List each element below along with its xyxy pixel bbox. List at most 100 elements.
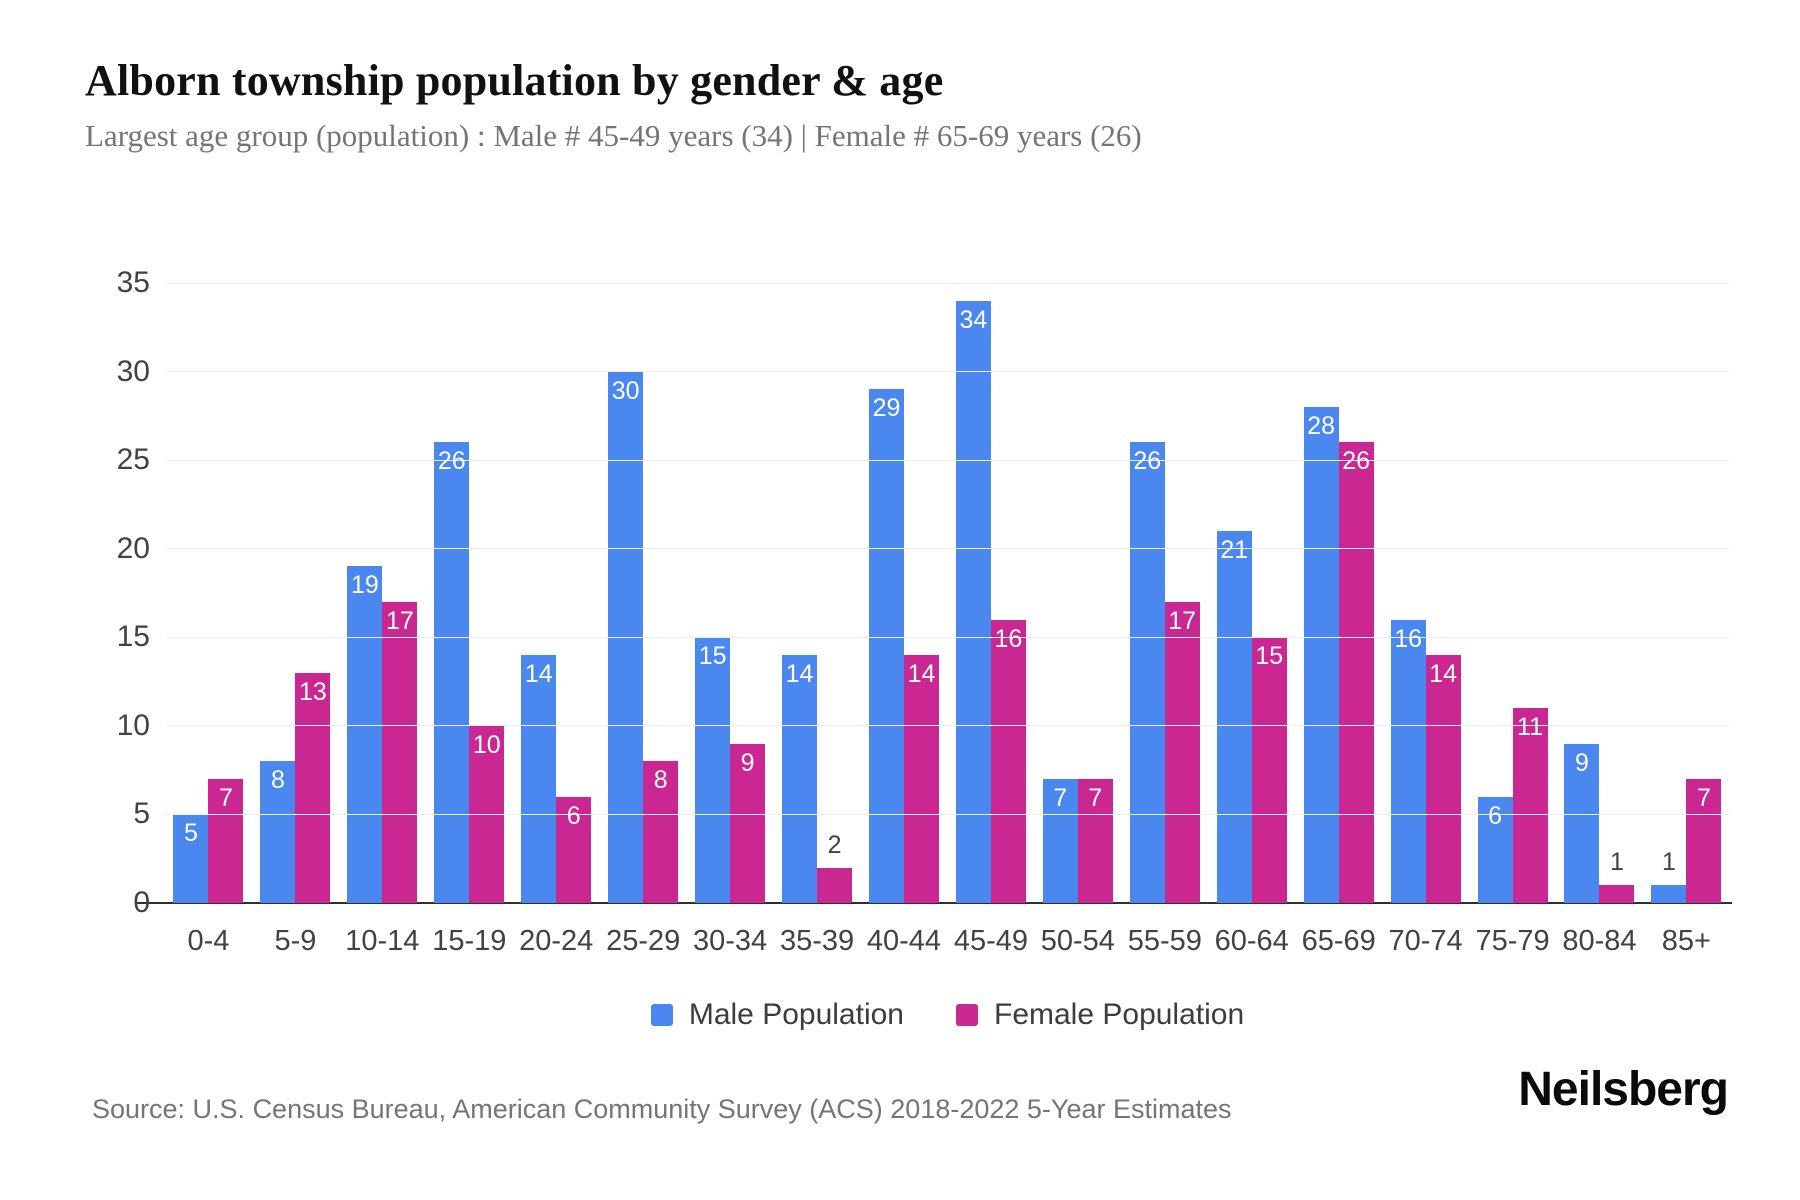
- gridline-y30: [165, 371, 1730, 373]
- x-axis-tick-20-24: 20-24: [519, 925, 594, 957]
- female-bar-0-4: 7: [208, 779, 244, 903]
- female-bar-35-39: 2: [817, 831, 853, 903]
- female-legend-swatch: [956, 1004, 978, 1026]
- female-legend-label: Female Population: [994, 998, 1245, 1031]
- legend-item-female: Female Population: [956, 998, 1244, 1032]
- bar-group-55-59: 26 17 55-59: [1121, 283, 1208, 957]
- male-bar-0-4: 5: [173, 814, 209, 903]
- male-value-label-55-59: 26: [1133, 447, 1162, 476]
- female-value-label-0-4: 7: [219, 784, 233, 812]
- x-axis-tick-65-69: 65-69: [1301, 925, 1376, 957]
- male-value-label-0-4: 5: [184, 819, 198, 848]
- bar-group-80-84: 9 1 80-84: [1556, 283, 1643, 957]
- female-value-label-40-44: 14: [907, 660, 936, 688]
- source-attribution: Source: U.S. Census Bureau, American Com…: [92, 1094, 1232, 1124]
- female-value-label-50-54: 7: [1088, 784, 1103, 812]
- male-bar-55-59: 26: [1129, 442, 1165, 903]
- female-value-label-25-29: 8: [653, 766, 668, 795]
- female-bar-45-49: 16: [990, 619, 1026, 903]
- female-bar-65-69: 26: [1338, 442, 1374, 903]
- bar-group-20-24: 14 6 20-24: [513, 283, 600, 957]
- bar-group-70-74: 16 14 70-74: [1382, 283, 1469, 957]
- female-bar-50-54: 7: [1077, 779, 1113, 903]
- y-axis-tick-35: 35: [116, 266, 150, 299]
- male-bar-50-54: 7: [1042, 779, 1078, 903]
- male-value-label-25-29: 30: [611, 376, 640, 405]
- female-value-label-15-19: 10: [472, 730, 501, 759]
- female-value-label-35-39: 2: [827, 830, 842, 859]
- female-value-label-70-74: 14: [1429, 660, 1457, 688]
- female-bar-20-24: 6: [556, 796, 592, 903]
- male-bar-10-14: 19: [347, 566, 383, 903]
- male-value-label-75-79: 6: [1488, 801, 1502, 830]
- x-axis-tick-35-39: 35-39: [779, 925, 855, 957]
- bar-group-0-4: 5 7 0-4: [165, 283, 252, 957]
- x-axis-tick-70-74: 70-74: [1388, 925, 1463, 957]
- male-bar-20-24: 14: [521, 655, 557, 903]
- gridline-y15: [165, 636, 1730, 638]
- female-bar-25-29: 8: [643, 761, 679, 903]
- x-axis-tick-80-84: 80-84: [1562, 925, 1637, 957]
- x-axis-tick-15-19: 15-19: [432, 925, 507, 957]
- x-axis-tick-85+: 85+: [1661, 925, 1711, 957]
- male-value-label-65-69: 28: [1307, 412, 1336, 440]
- male-value-label-10-14: 19: [350, 571, 379, 600]
- bar-group-60-64: 21 15 60-64: [1208, 283, 1295, 957]
- gridline-y10: [165, 725, 1730, 727]
- male-bar-35-39: 14: [782, 655, 818, 903]
- x-axis-tick-0-4: 0-4: [187, 925, 230, 957]
- plot-area: 5 7 0-4 8 13 5-9 19 17 10-14 26 10 15-19 14 6 20-24 30 8…: [117, 266, 1732, 957]
- male-bar-60-64: 21: [1216, 531, 1252, 903]
- y-axis-tick-25: 25: [116, 443, 150, 477]
- chart-subtitle: Largest age group (population) : Male # …: [85, 118, 1142, 153]
- x-axis-tick-55-59: 55-59: [1127, 925, 1202, 957]
- male-bar-85+: 1: [1651, 848, 1687, 903]
- female-value-label-10-14: 17: [385, 606, 414, 635]
- bar-group-85+: 1 7 85+: [1643, 283, 1730, 957]
- female-bar-80-84: 1: [1599, 848, 1635, 903]
- x-axis-tick-25-29: 25-29: [606, 925, 681, 957]
- legend-item-male: Male Population: [650, 998, 904, 1032]
- gridline-y25: [165, 459, 1730, 461]
- y-axis-tick-5: 5: [133, 797, 150, 831]
- female-value-label-75-79: 11: [1517, 713, 1543, 742]
- female-bar-40-44: 14: [903, 655, 939, 903]
- male-value-label-70-74: 16: [1394, 624, 1422, 653]
- bar-group-50-54: 7 7 50-54: [1034, 283, 1121, 957]
- female-bar-70-74: 14: [1425, 655, 1461, 903]
- x-axis-tick-30-34: 30-34: [693, 925, 768, 957]
- male-bar-15-19: 26: [434, 442, 470, 903]
- x-axis-tick-45-49: 45-49: [953, 925, 1028, 957]
- female-bar-30-34: 9: [730, 743, 766, 903]
- bar-group-35-39: 14 2 35-39: [774, 283, 861, 957]
- gridline-y5: [165, 813, 1730, 815]
- male-bar-75-79: 6: [1477, 796, 1513, 903]
- male-bar-80-84: 9: [1564, 743, 1600, 903]
- neilsberg-logo: Neilsberg: [1518, 1063, 1729, 1116]
- bar-group-25-29: 30 8 25-29: [600, 283, 687, 957]
- female-value-label-60-64: 15: [1255, 642, 1284, 671]
- x-axis-tick-50-54: 50-54: [1040, 925, 1115, 957]
- male-legend-swatch: [650, 1004, 673, 1026]
- x-axis-tick-40-44: 40-44: [866, 925, 942, 957]
- y-axis-tick-30: 30: [116, 354, 150, 388]
- female-value-label-20-24: 6: [566, 801, 581, 830]
- y-axis-tick-0: 0: [133, 886, 150, 919]
- male-value-label-50-54: 7: [1053, 784, 1068, 812]
- chart-title: Alborn township population by gender & a…: [85, 56, 944, 105]
- bar-group-10-14: 19 17 10-14: [339, 283, 426, 957]
- bar-group-75-79: 6 11 75-79: [1469, 283, 1556, 957]
- bar-group-40-44: 29 14 40-44: [861, 283, 948, 957]
- gridline-y35: [165, 282, 1730, 284]
- female-bar-75-79: 11: [1512, 708, 1548, 903]
- bar-group-15-19: 26 10 15-19: [426, 283, 513, 957]
- male-legend-label: Male Population: [688, 998, 904, 1031]
- female-value-label-55-59: 17: [1168, 606, 1197, 635]
- x-axis-line: [137, 902, 1732, 904]
- male-value-label-20-24: 14: [524, 660, 553, 688]
- bar-groups: 5 7 0-4 8 13 5-9 19 17 10-14 26 10 15-19 14 6 20-24 30 8…: [165, 283, 1730, 957]
- y-axis-tick-20: 20: [116, 531, 150, 565]
- male-bar-70-74: 16: [1390, 619, 1426, 903]
- male-value-label-60-64: 21: [1220, 536, 1249, 564]
